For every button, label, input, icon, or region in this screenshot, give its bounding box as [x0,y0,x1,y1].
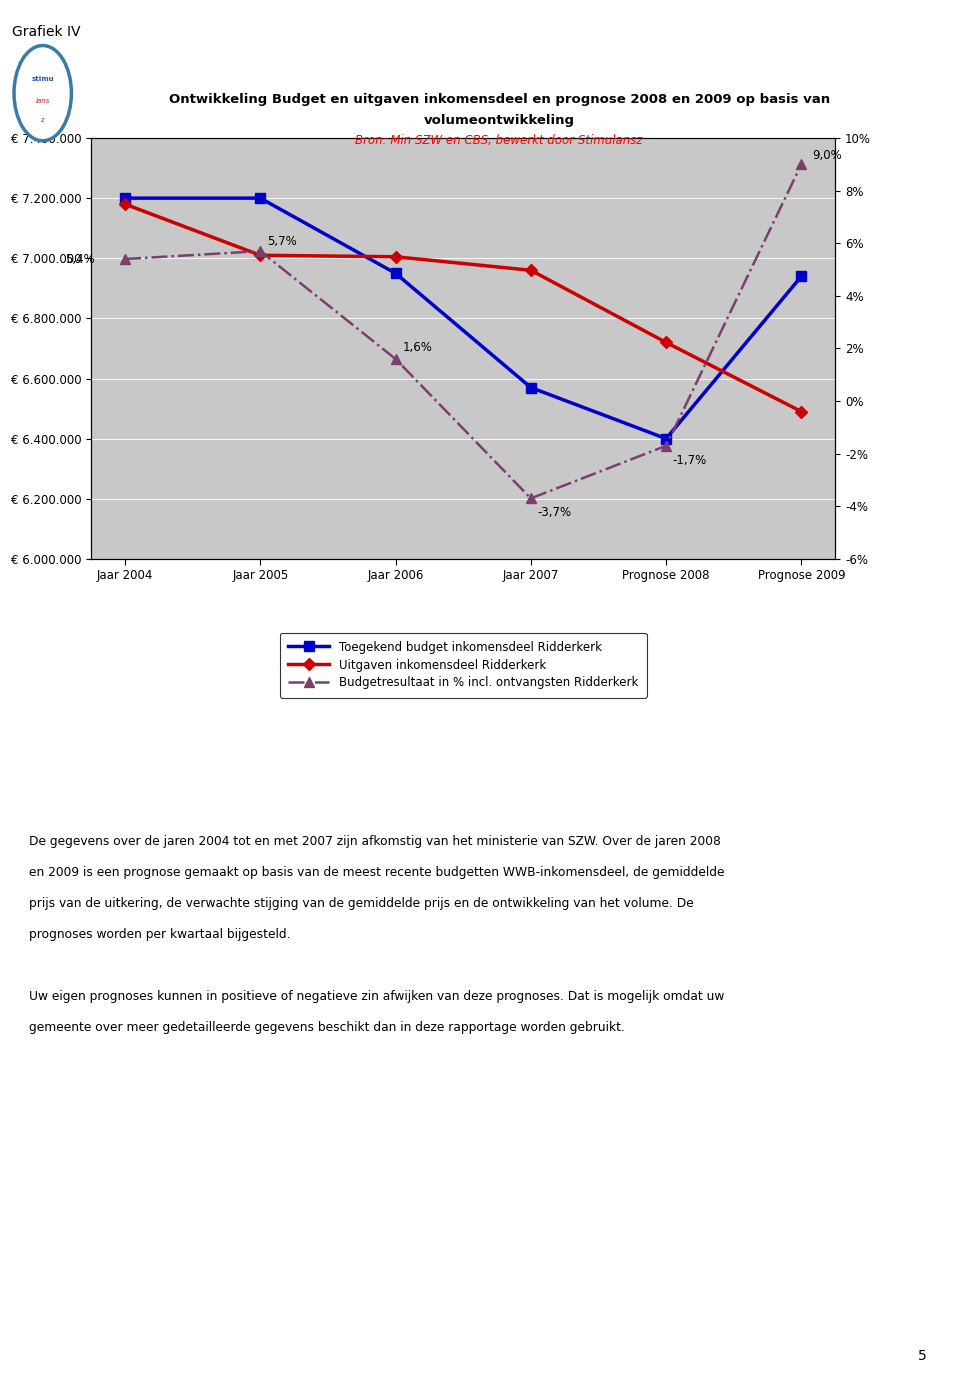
Text: lans: lans [36,98,50,105]
Text: Uw eigen prognoses kunnen in positieve of negatieve zin afwijken van deze progno: Uw eigen prognoses kunnen in positieve o… [29,991,724,1003]
Text: Bron: Min SZW en CBS, bewerkt door Stimulansz: Bron: Min SZW en CBS, bewerkt door Stimu… [355,134,643,148]
Text: 5,7%: 5,7% [267,236,297,248]
Text: De gegevens over de jaren 2004 tot en met 2007 zijn afkomstig van het ministerie: De gegevens over de jaren 2004 tot en me… [29,835,721,847]
Text: -1,7%: -1,7% [673,454,708,466]
Circle shape [14,46,71,141]
Text: z: z [41,117,44,123]
Text: gemeente over meer gedetailleerde gegevens beschikt dan in deze rapportage worde: gemeente over meer gedetailleerde gegeve… [29,1021,625,1034]
Text: 5: 5 [918,1350,926,1363]
Text: stimu: stimu [32,76,54,81]
Text: 9,0%: 9,0% [812,149,842,161]
Text: volumeontwikkeling: volumeontwikkeling [423,113,575,127]
Text: prijs van de uitkering, de verwachte stijging van de gemiddelde prijs en de ontw: prijs van de uitkering, de verwachte sti… [29,897,693,909]
Text: -3,7%: -3,7% [538,506,572,519]
Legend: Toegekend budget inkomensdeel Ridderkerk, Uitgaven inkomensdeel Ridderkerk, Budg: Toegekend budget inkomensdeel Ridderkerk… [280,632,646,697]
Text: Ontwikkeling Budget en uitgaven inkomensdeel en prognose 2008 en 2009 op basis v: Ontwikkeling Budget en uitgaven inkomens… [169,92,829,106]
Text: 1,6%: 1,6% [402,341,432,353]
Text: Grafiek IV: Grafiek IV [12,25,80,39]
Text: en 2009 is een prognose gemaakt op basis van de meest recente budgetten WWB-inko: en 2009 is een prognose gemaakt op basis… [29,867,724,879]
Text: 5,4%: 5,4% [65,253,95,265]
Text: prognoses worden per kwartaal bijgesteld.: prognoses worden per kwartaal bijgesteld… [29,927,290,941]
